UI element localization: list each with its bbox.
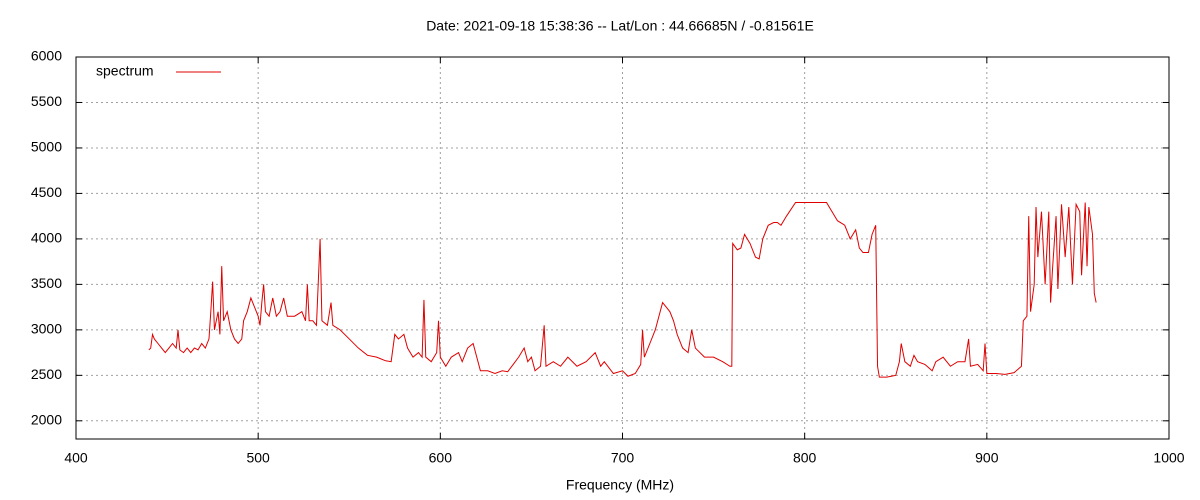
y-tick-label: 5500: [31, 93, 62, 109]
x-tick-label: 900: [975, 450, 999, 466]
y-tick-label: 3500: [31, 275, 62, 291]
y-tick-label: 2000: [31, 412, 62, 428]
y-tick-label: 6000: [31, 48, 62, 64]
y-tick-label: 4500: [31, 184, 62, 200]
chart-title: Date: 2021-09-18 15:38:36 -- Lat/Lon : 4…: [426, 18, 814, 34]
x-tick-label: 400: [64, 450, 88, 466]
x-tick-label: 1000: [1153, 450, 1184, 466]
y-tick-label: 4000: [31, 230, 62, 246]
x-tick-label: 600: [429, 450, 453, 466]
plot-frame: [75, 56, 1170, 440]
x-axis-label: Frequency (MHz): [566, 477, 674, 493]
y-tick-label: 3000: [31, 321, 62, 337]
spectrum-line: [148, 202, 1097, 378]
x-tick-label: 800: [793, 450, 817, 466]
y-tick-label: 2500: [31, 366, 62, 382]
x-tick-label: 700: [611, 450, 635, 466]
y-tick-label: 5000: [31, 139, 62, 155]
x-tick-label: 500: [246, 450, 270, 466]
legend-label: spectrum: [96, 63, 154, 79]
